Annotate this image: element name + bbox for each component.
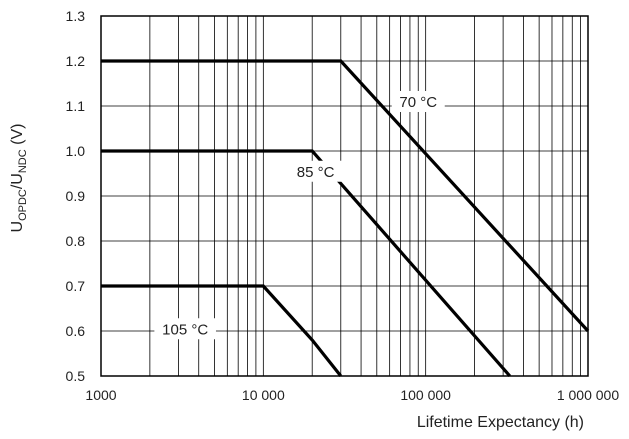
x-tick-label: 1000 <box>85 387 116 403</box>
series-line <box>101 284 343 377</box>
x-tick-label: 1 000 000 <box>557 387 619 403</box>
series-layer <box>101 59 590 378</box>
series-line <box>101 149 512 378</box>
y-axis-title-sub2: NDC <box>17 149 29 173</box>
y-tick-label: 0.6 <box>66 323 86 339</box>
x-tick-labels: 1000 10 000 100 000 1 000 000 <box>85 387 619 403</box>
y-tick-label: 0.5 <box>66 368 86 384</box>
y-axis-title-slash: /U <box>9 173 26 189</box>
y-tick-label: 1.1 <box>66 98 86 114</box>
series-label: 70 °C <box>399 94 437 111</box>
curve-label-layer: 70 °C 85 °C 105 °C <box>154 91 445 340</box>
y-axis-title-unit: (V) <box>9 124 26 150</box>
series-line <box>101 59 590 333</box>
y-tick-label: 1.2 <box>66 53 86 69</box>
plot-frame <box>100 15 589 377</box>
x-tick-label: 100 000 <box>400 387 451 403</box>
x-tick-label: 10 000 <box>242 387 285 403</box>
series-label-bg <box>154 318 216 340</box>
y-axis-title-main: U <box>9 221 26 233</box>
series-label: 105 °C <box>162 321 208 338</box>
y-tick-label: 0.8 <box>66 233 86 249</box>
y-tick-labels: 0.5 0.6 0.7 0.8 0.9 1.0 1.1 1.2 1.3 <box>66 8 86 384</box>
series-label-bg <box>289 160 343 182</box>
y-axis-title-sub1: OPDC <box>17 189 29 221</box>
y-axis-title: UOPDC/UNDC (V) <box>9 124 29 233</box>
y-tick-label: 0.9 <box>66 188 86 204</box>
y-tick-label: 0.7 <box>66 278 86 294</box>
y-tick-label: 1.0 <box>66 143 86 159</box>
series-label: 85 °C <box>297 164 335 181</box>
y-tick-label: 1.3 <box>66 8 86 24</box>
series-label-bg <box>391 91 445 112</box>
x-axis-title: Lifetime Expectancy (h) <box>417 414 584 431</box>
